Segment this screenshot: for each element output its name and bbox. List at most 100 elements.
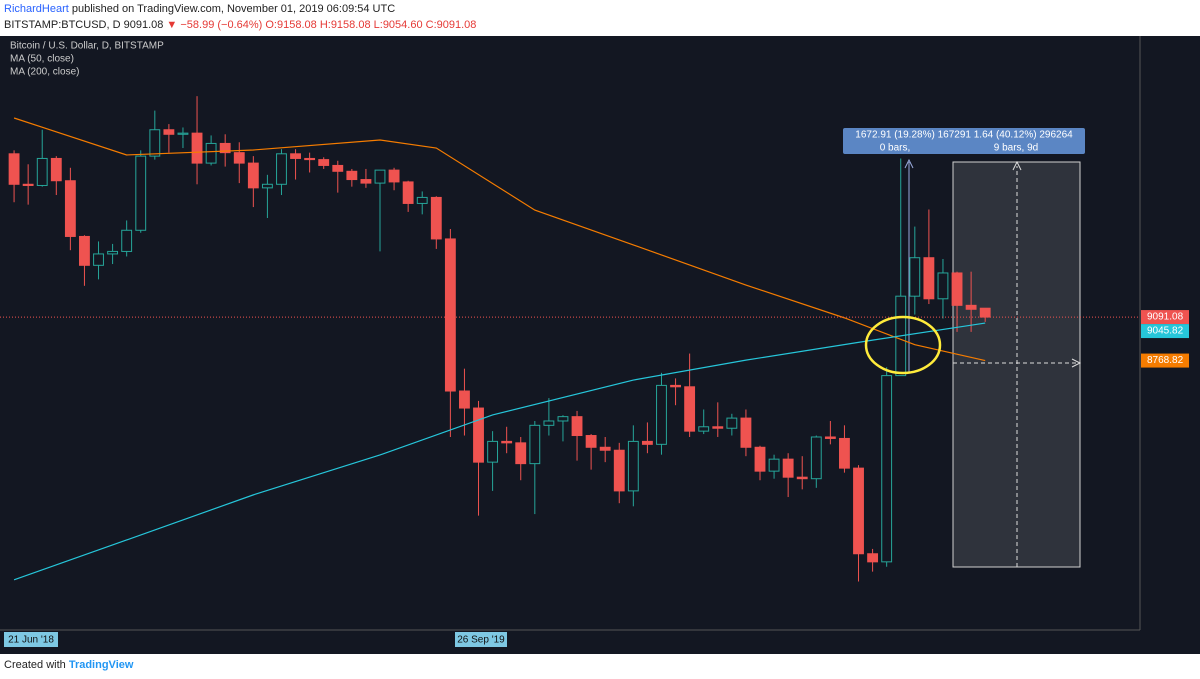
candle-body [233, 152, 245, 164]
measure-label [843, 128, 1085, 154]
crosshair-text: 21 Jun '18 [8, 635, 54, 646]
last: 9091.08 [123, 19, 164, 31]
candle-body [585, 435, 597, 448]
candle-body [247, 162, 259, 189]
created: Created with [4, 659, 66, 671]
candle-body [782, 458, 794, 478]
candle-body [487, 440, 499, 463]
low: L:9054.60 [373, 19, 423, 31]
candle-body [881, 375, 893, 563]
chart-title: Bitcoin / U.S. Dollar, D, BITSTAMP [10, 41, 164, 52]
candle-body [909, 257, 921, 297]
candle-body [79, 235, 90, 266]
price-tag [1141, 353, 1189, 368]
price-tag-text: 9091.08 [1147, 312, 1184, 323]
candle-body [656, 384, 667, 445]
candle-body [177, 132, 189, 135]
candle-body [50, 157, 62, 182]
candle-body [810, 436, 822, 480]
symbol-line: BITSTAMP:BTCUSD, D 9091.08 ▼ −58.99 (−0.… [4, 19, 476, 31]
price-tag [1141, 324, 1189, 339]
candle-body [107, 250, 119, 255]
change: ▼ −58.99 (−0.64%) [166, 19, 263, 31]
legend-entry: MA (200, close) [10, 67, 79, 78]
candle-body [839, 437, 850, 469]
highlight-circle [864, 315, 942, 375]
candle-body [557, 416, 569, 422]
open: O:9158.08 [265, 19, 317, 31]
candle-body [93, 253, 104, 266]
ma-line [13, 117, 986, 362]
candle-body [261, 183, 273, 189]
candle-body [473, 407, 484, 463]
candle-body [698, 426, 710, 432]
crosshair-text: 26 Sep '19 [457, 635, 505, 646]
measure-text: 9 bars, 9d [994, 143, 1038, 154]
candle-body [824, 436, 836, 439]
candle-body [796, 476, 808, 480]
candle-body [444, 238, 456, 392]
arrow-head [1012, 160, 1022, 171]
candle-body [459, 390, 470, 409]
candle-body [853, 467, 864, 555]
candle-body [22, 183, 34, 186]
candle-body [979, 307, 991, 318]
candle-body [430, 196, 442, 240]
author[interactable]: RichardHeart [4, 3, 69, 15]
candle-body [712, 426, 724, 429]
ma-line [13, 322, 986, 581]
candle-body [754, 446, 766, 472]
footer: Created with TradingView [4, 659, 133, 671]
candle-body [163, 129, 175, 135]
candle-body [374, 169, 386, 184]
candle-body [684, 386, 696, 432]
price-tag [1141, 310, 1189, 325]
candle-body [613, 449, 625, 492]
candle-body [8, 153, 20, 185]
price-tag-text: 8768.82 [1147, 355, 1184, 366]
arrow-head [904, 158, 914, 169]
candle-body [36, 157, 48, 186]
candle-body [416, 196, 428, 204]
candle-body [304, 157, 316, 161]
candle-body [599, 446, 611, 451]
candle-body [219, 142, 231, 154]
candle-body [318, 159, 330, 166]
candle-body [867, 553, 879, 563]
candle-body [627, 440, 639, 492]
candle-body [641, 440, 653, 445]
candle-body [670, 384, 681, 388]
high: H:9158.08 [319, 19, 371, 31]
arrow-head [1071, 358, 1082, 368]
header: RichardHeart published on TradingView.co… [0, 0, 1200, 36]
candle-body [501, 440, 513, 444]
candle-body [951, 272, 963, 306]
candle-body [923, 257, 935, 300]
symbol: BITSTAMP:BTCUSD, D [4, 19, 121, 31]
candle-body [135, 155, 147, 231]
candle-body [121, 229, 133, 252]
measure-text: 1672.91 (19.28%) 167291 1.64 (40.12%) 29… [855, 130, 1073, 141]
candle-body [276, 153, 287, 185]
candle-body [332, 164, 344, 172]
chart: 1672.91 (19.28%) 167291 1.64 (40.12%) 29… [0, 36, 1200, 654]
candle-body [768, 458, 780, 472]
candle-body [149, 129, 161, 157]
candle-body [388, 169, 400, 183]
published: published on TradingView.com, November 0… [71, 3, 396, 15]
candle-body [290, 153, 301, 159]
candle-body [360, 179, 372, 184]
candle-body [515, 442, 527, 465]
crosshair-label [455, 632, 507, 647]
publish-line: RichardHeart published on TradingView.co… [4, 3, 395, 15]
crosshair-label [4, 632, 58, 647]
candle-body [191, 132, 203, 164]
candle-body [402, 181, 414, 204]
candle-body [571, 416, 583, 437]
candle-body [205, 142, 217, 164]
legend-entry: MA (50, close) [10, 54, 74, 65]
brand[interactable]: TradingView [68, 659, 134, 671]
candle-body [529, 424, 541, 465]
measure-text: 0 bars, [880, 143, 911, 154]
